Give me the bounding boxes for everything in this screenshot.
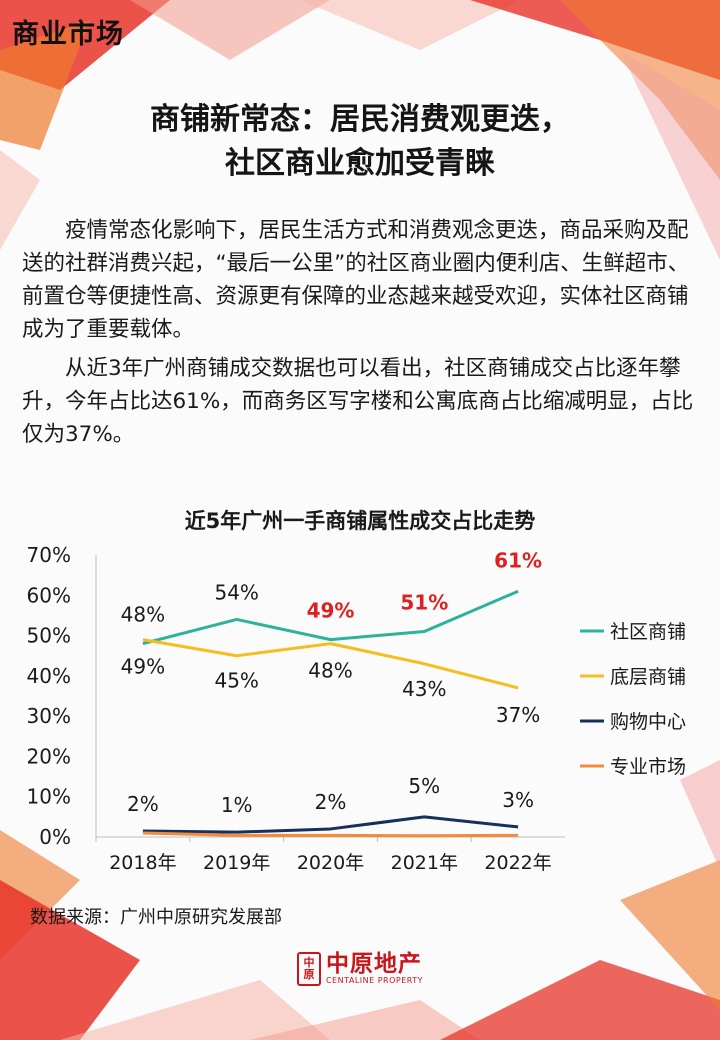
y-tick-label: 30% (27, 704, 71, 728)
y-tick-label: 20% (27, 744, 71, 768)
y-tick-label: 40% (27, 664, 71, 688)
data-label: 5% (408, 774, 440, 798)
data-source: 数据来源：广州中原研究发展部 (30, 907, 282, 928)
data-label: 1% (221, 793, 253, 817)
article-title: 商铺新常态：居民消费观更迭， 社区商业愈加受青睐 (0, 98, 720, 186)
data-label: 2% (127, 792, 159, 816)
x-tick-label: 2021年 (391, 852, 458, 874)
data-label: 51% (400, 591, 448, 615)
y-tick-label: 70% (27, 543, 71, 567)
data-label: 3% (502, 788, 534, 812)
series-line-2 (142, 638, 519, 690)
series-line-3 (142, 815, 519, 834)
series-line-1 (142, 589, 519, 646)
y-tick-label: 10% (27, 785, 71, 809)
line-chart: 0% 10% 20% 30% 40% 50% 60% 70% 2018年 2019年 2020年 20… (27, 543, 686, 874)
logo-mark-icon: 中原 (296, 952, 321, 986)
x-tick-label: 2022年 (484, 852, 551, 874)
data-label: 43% (402, 677, 446, 701)
legend-label: 底层商铺 (610, 666, 686, 688)
data-label: 54% (214, 580, 258, 604)
data-label: 49% (307, 599, 355, 623)
data-label: 45% (214, 669, 258, 693)
x-tick-label: 2018年 (109, 852, 176, 874)
legend-label: 专业市场 (610, 756, 686, 778)
x-tick-label: 2020年 (297, 852, 364, 874)
paragraph-1: 疫情常态化影响下，居民生活方式和消费观念更迭，商品采购及配送的社群消费兴起，“最… (22, 218, 690, 342)
y-tick-label: 0% (39, 825, 71, 849)
data-label: 37% (496, 703, 540, 727)
logo-name-en: CENTALINE PROPERTY (325, 976, 424, 985)
article-title-line1: 商铺新常态：居民消费观更迭， (150, 102, 570, 137)
series-line-4 (142, 831, 519, 838)
data-label: 49% (121, 655, 165, 679)
chart-title: 近5年广州一手商铺属性成交占比走势 (184, 509, 536, 533)
data-label: 48% (121, 603, 165, 627)
data-label: 48% (308, 659, 352, 683)
section-label: 商业市场 (12, 19, 124, 50)
y-tick-label: 50% (27, 624, 71, 648)
data-label: 61% (494, 548, 542, 572)
y-tick-label: 60% (27, 583, 71, 607)
legend-label: 社区商铺 (610, 621, 686, 643)
company-logo: 中原 中原地产 CENTALINE PROPERTY (0, 952, 720, 986)
x-tick-label: 2019年 (203, 852, 270, 874)
logo-name: 中原地产 (325, 951, 422, 977)
data-label: 2% (315, 790, 347, 814)
legend-label: 购物中心 (610, 711, 686, 733)
article-title-line2: 社区商业愈加受青睐 (225, 146, 495, 181)
paragraph-2: 从近3年广州商铺成交数据也可以看出，社区商铺成交占比逐年攀升，今年占比达61%，… (22, 356, 694, 447)
